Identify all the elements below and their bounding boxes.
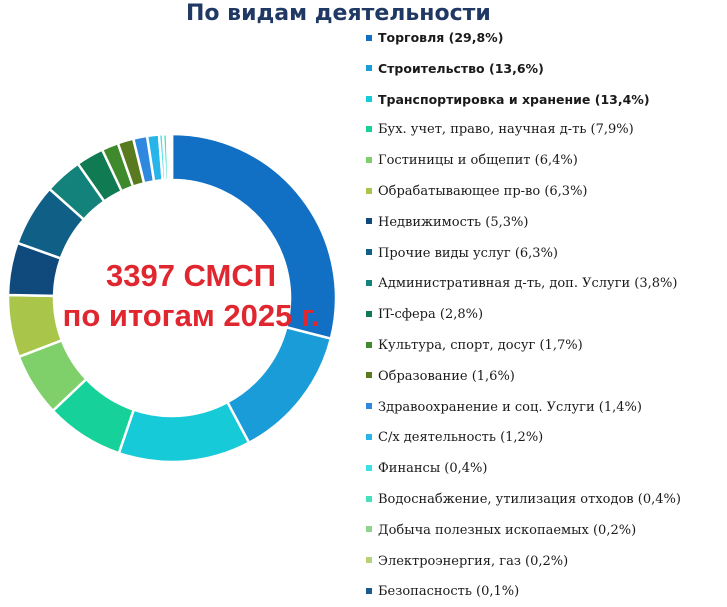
chart-title: По видам деятельности <box>186 1 491 26</box>
legend-label: Финансы (0,4%) <box>378 461 488 477</box>
legend-label: Водоснабжение, утилизация отходов (0,4%) <box>378 492 681 507</box>
legend-label: Культура, спорт, досуг (1,7%) <box>378 338 583 353</box>
legend-item: Торговля (29,8%) <box>366 28 503 48</box>
legend-item: Строительство (13,6%) <box>366 59 544 79</box>
legend-label: Строительство (13,6%) <box>378 60 544 76</box>
legend-item: Обрабатывающее пр-во (6,3%) <box>366 182 588 202</box>
legend-item: Финансы (0,4%) <box>366 459 487 479</box>
legend-swatch <box>366 187 372 194</box>
legend-swatch <box>366 34 372 41</box>
legend-item: Прочие виды услуг (6,3%) <box>366 244 558 264</box>
legend-label: IT-сфера (2,8%) <box>378 307 484 323</box>
legend-swatch <box>366 403 372 410</box>
legend-label: Гостиницы и общепит (6,4%) <box>378 153 578 169</box>
legend-label: Электроэнергия, газ (0,2%) <box>378 553 569 569</box>
legend-swatch <box>366 557 372 564</box>
legend-item: С/х деятельность (1,2%) <box>366 428 543 448</box>
legend-label: Добыча полезных ископаемых (0,2%) <box>378 522 637 538</box>
legend-swatch <box>366 249 372 256</box>
legend-item: Недвижимость (5,3%) <box>366 213 528 233</box>
legend-swatch <box>366 96 372 103</box>
legend-item: Добыча полезных ископаемых (0,2%) <box>366 521 636 541</box>
legend-swatch <box>366 218 372 225</box>
legend-swatch <box>366 495 372 502</box>
legend-item: Транспортировка и хранение (13,4%) <box>366 90 650 110</box>
legend-swatch <box>366 526 372 533</box>
legend-item: Образование (1,6%) <box>366 367 515 387</box>
legend-label: Обрабатывающее пр-во (6,3%) <box>378 184 588 199</box>
legend-label: Административная д-ть, доп. Услуги (3,8%… <box>378 276 678 292</box>
legend-label: Недвижимость (5,3%) <box>378 214 529 230</box>
legend-swatch <box>366 65 372 72</box>
legend-label: Бух. учет, право, научная д-ть (7,9%) <box>378 122 634 138</box>
donut-chart <box>6 132 338 464</box>
legend-swatch <box>366 156 372 163</box>
legend-item: Безопасность (0,1%) <box>366 582 519 602</box>
legend-label: Образование (1,6%) <box>378 368 515 384</box>
legend-swatch <box>366 372 372 379</box>
legend-label: Здравоохранение и соц. Услуги (1,4%) <box>378 399 642 415</box>
center-label-count: 3397 СМСП <box>105 258 277 293</box>
legend-swatch <box>366 341 372 348</box>
donut-slice-18 <box>169 132 174 182</box>
legend-item: IT-сфера (2,8%) <box>366 305 483 325</box>
legend-item: Административная д-ть, доп. Услуги (3,8%… <box>366 274 677 294</box>
legend-swatch <box>366 310 372 317</box>
donut-slice-2 <box>117 400 251 464</box>
legend-label: Прочие виды услуг (6,3%) <box>378 245 558 261</box>
legend-swatch <box>366 433 372 440</box>
legend-label: Торговля (29,8%) <box>378 30 504 45</box>
donut-slice-1 <box>225 325 333 445</box>
legend-swatch <box>366 587 372 594</box>
legend-label: С/х деятельность (1,2%) <box>378 430 544 446</box>
legend-item: Бух. учет, право, научная д-ть (7,9%) <box>366 120 634 140</box>
legend-label: Безопасность (0,1%) <box>378 584 520 600</box>
legend-label: Транспортировка и хранение (13,4%) <box>378 91 650 107</box>
center-label-period: по итогам 2025 г. <box>62 298 320 333</box>
legend-item: Водоснабжение, утилизация отходов (0,4%) <box>366 490 681 510</box>
legend-item: Гостиницы и общепит (6,4%) <box>366 151 578 171</box>
legend-item: Культура, спорт, досуг (1,7%) <box>366 336 583 356</box>
legend-swatch <box>366 279 372 286</box>
legend-item: Здравоохранение и соц. Услуги (1,4%) <box>366 398 642 418</box>
legend-swatch <box>366 464 372 471</box>
legend-swatch <box>366 125 372 132</box>
legend-item: Электроэнергия, газ (0,2%) <box>366 552 568 572</box>
